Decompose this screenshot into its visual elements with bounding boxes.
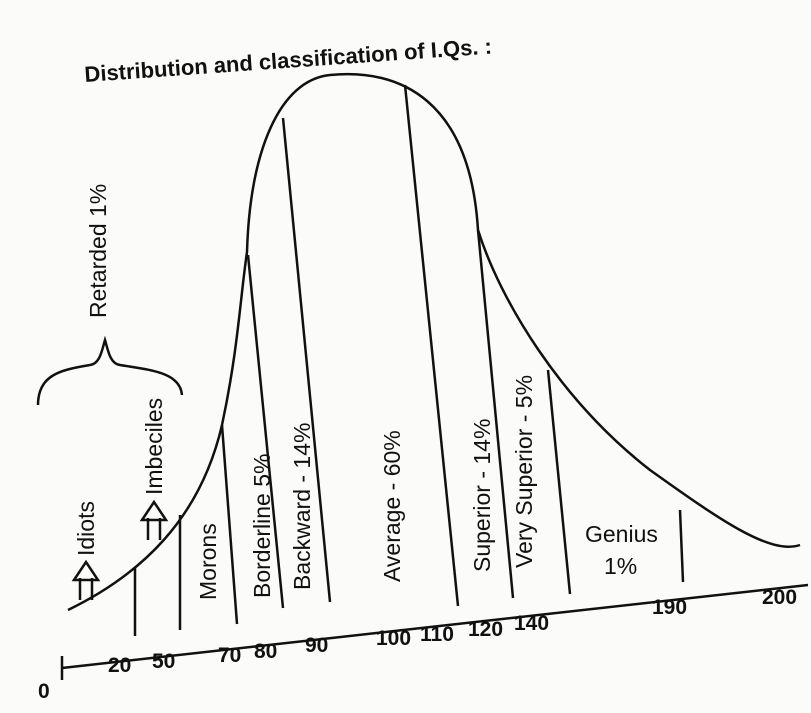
tick-label: 70 xyxy=(218,644,241,667)
brace xyxy=(36,335,184,406)
divider xyxy=(220,424,239,625)
arrow-icon xyxy=(71,559,101,600)
divider xyxy=(281,117,332,603)
divider xyxy=(476,229,515,599)
tick-label: 120 xyxy=(468,618,503,641)
region-label: Average - 60% xyxy=(379,430,405,582)
region-label: Backward - 14% xyxy=(289,423,315,590)
tick-label: 200 xyxy=(762,586,797,609)
divider xyxy=(546,369,572,595)
tick-label: 110 xyxy=(420,623,454,646)
tick-label: 0 xyxy=(38,680,50,703)
region-label: Very Superior - 5% xyxy=(511,375,537,568)
region-label: Superior - 14% xyxy=(469,419,495,572)
tick-label: 100 xyxy=(376,627,411,650)
axis-line xyxy=(61,583,809,670)
region-label: Imbeciles xyxy=(141,398,167,495)
divider xyxy=(403,84,460,607)
dividers xyxy=(133,84,685,636)
group-label: Retarded 1% xyxy=(85,184,111,318)
region-label: Genius xyxy=(585,521,658,547)
arrow-icon xyxy=(139,499,169,540)
divider xyxy=(678,509,685,583)
region-share: 1% xyxy=(604,553,637,579)
tick-label: 80 xyxy=(254,640,277,663)
region-label: Morons xyxy=(195,523,221,600)
tick-label: 50 xyxy=(152,650,175,673)
tick-label: 190 xyxy=(652,596,687,619)
region-label: Borderline 5% xyxy=(249,454,275,598)
divider xyxy=(246,254,285,609)
tick-label: 20 xyxy=(108,654,131,677)
tick-label: 140 xyxy=(514,612,549,635)
tick-label: 90 xyxy=(305,634,328,657)
region-label: Idiots xyxy=(73,501,99,556)
